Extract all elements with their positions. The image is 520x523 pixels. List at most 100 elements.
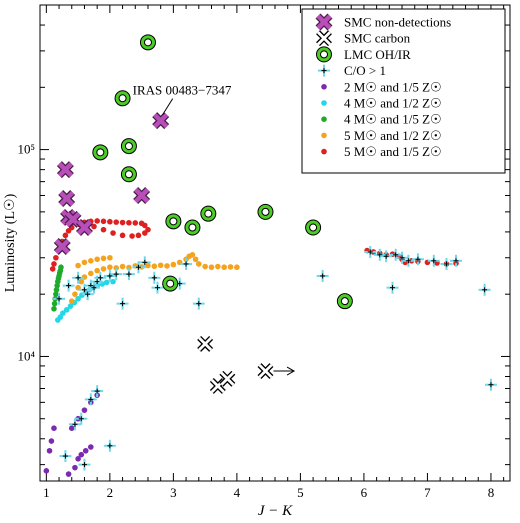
point-lmc-oh-ir-inner [96,148,105,157]
point-lmc-oh-ir-inner [118,94,127,103]
point-5-m-and-1-2-z [157,262,164,269]
legend-marker-4-m-and-1-2-z [321,100,327,106]
point-5-m-and-1-2-z [208,264,215,271]
point-smc-non-detections-fill [65,211,81,227]
legend-marker-2-m-and-1-5-z [321,84,327,90]
point-5-m-and-1-2-z-shape [202,263,208,270]
point-4-m-and-1-2-z [75,295,81,302]
x-tick-label: 1 [43,485,50,500]
point-4-m-and-1-2-z [103,279,110,286]
point-5-m-and-1-5-z [49,266,56,272]
point-5-m-and-1-2-z-shape [195,261,202,267]
point-5-m-and-1-5-z-shape [135,232,142,239]
point-c-o-1 [484,378,497,391]
arrow-head [286,366,296,376]
series-c-o-1 [53,245,497,471]
point-c-o-1 [450,254,463,267]
point-5-m-and-1-5-z-shape [129,233,135,239]
series-smc-carbon [197,335,274,394]
x-tick-label: 4 [234,485,241,500]
annotation-leader [162,98,174,115]
point-c-o-1 [75,412,88,425]
point-5-m-and-1-2-z [78,278,85,285]
point-4-m-and-1-5-z [53,287,60,293]
x-tick-label: 5 [297,485,304,500]
point-5-m-and-1-2-z [164,263,170,269]
point-c-o-1 [364,245,377,258]
point-5-m-and-1-2-z-shape [94,267,100,274]
point-5-m-and-1-2-z [88,258,94,264]
series-5-m-and-1-5-z [49,218,459,272]
point-2-m-and-1-5-z-shape [48,438,55,444]
point-5-m-and-1-2-z-shape [170,261,177,268]
legend-label: 5 M☉ and 1/5 Z☉ [344,144,442,159]
legend-marker-lmc-oh-ir-inner [320,50,328,59]
point-lmc-oh-ir [200,205,217,222]
point-5-m-and-1-2-z [100,255,107,262]
point-5-m-and-1-2-z [119,263,126,270]
y-axis-label: Luminosity (L☉) [3,193,18,292]
point-2-m-and-1-5-z [88,444,94,450]
point-5-m-and-1-5-z [62,232,69,239]
legend-marker-smc-carbon [316,30,332,47]
point-smc-non-detections [152,112,170,130]
point-5-m-and-1-5-z-shape [49,266,56,272]
point-5-m-and-1-5-z [91,223,97,230]
point-smc-carbon-fill [198,336,213,351]
point-4-m-and-1-2-z [57,314,64,320]
legend-marker-lmc-oh-ir [316,46,332,63]
point-c-o-1 [132,261,145,274]
legend-label: 2 M☉ and 1/5 Z☉ [344,79,442,94]
legend-marker-c-o-1 [318,64,330,77]
point-5-m-and-1-5-z [126,219,132,226]
point-5-m-and-1-2-z-shape [78,278,85,285]
point-smc-non-detections-fill [54,238,70,255]
point-5-m-and-1-5-z-shape [113,219,120,225]
point-smc-carbon [197,335,214,352]
point-2-m-and-1-5-z [82,447,89,454]
point-5-m-and-1-2-z-shape [100,266,107,272]
legend-label: 4 M☉ and 1/5 Z☉ [344,112,442,127]
point-c-o-1 [53,292,66,305]
point-5-m-and-1-2-z-shape [208,264,215,271]
point-lmc-oh-ir [162,275,179,292]
point-c-o-1 [122,268,135,281]
point-lmc-oh-ir [120,166,137,183]
point-smc-non-detections [75,219,93,237]
legend-label: 4 M☉ and 1/2 Z☉ [344,96,442,111]
y-tick-label: 10⁵ [17,142,35,157]
point-4-m-and-1-2-z [67,303,74,309]
point-lmc-oh-ir [92,144,109,161]
point-4-m-and-1-5-z [53,291,59,297]
point-smc-non-detections [56,161,74,179]
legend-marker-smc-non-detections-fill [316,14,332,30]
point-5-m-and-1-5-z [135,232,142,239]
point-5-m-and-1-2-z [234,264,240,271]
point-c-o-1 [84,393,97,406]
legend-marker-smc-carbon-fill [317,31,331,46]
legend-marker-smc-non-detections [315,13,333,31]
point-smc-non-detections-fill [76,219,93,236]
point-2-m-and-1-5-z-shape [46,447,53,454]
point-5-m-and-1-2-z-shape [113,265,120,271]
point-smc-non-detections [133,187,151,204]
point-5-m-and-1-2-z [81,259,88,266]
point-2-m-and-1-5-z [65,471,72,477]
point-lmc-oh-ir [139,34,156,51]
legend-marker-5-m-and-1-2-z [321,132,327,139]
point-lmc-oh-ir-inner [143,38,152,47]
point-c-o-1 [411,253,424,266]
point-lmc-oh-ir [305,219,322,236]
point-5-m-and-1-2-z-shape [227,264,234,270]
point-5-m-and-1-5-z-shape [126,219,132,226]
point-smc-non-detections-fill [59,190,75,207]
point-4-m-and-1-2-z-shape [57,314,64,320]
point-5-m-and-1-2-z-shape [94,256,100,263]
point-5-m-and-1-5-z-shape [110,230,116,236]
point-5-m-and-1-2-z [68,298,75,304]
point-5-m-and-1-5-z-shape [100,226,107,233]
point-2-m-and-1-5-z-shape [75,456,81,462]
point-c-o-1 [110,268,123,281]
